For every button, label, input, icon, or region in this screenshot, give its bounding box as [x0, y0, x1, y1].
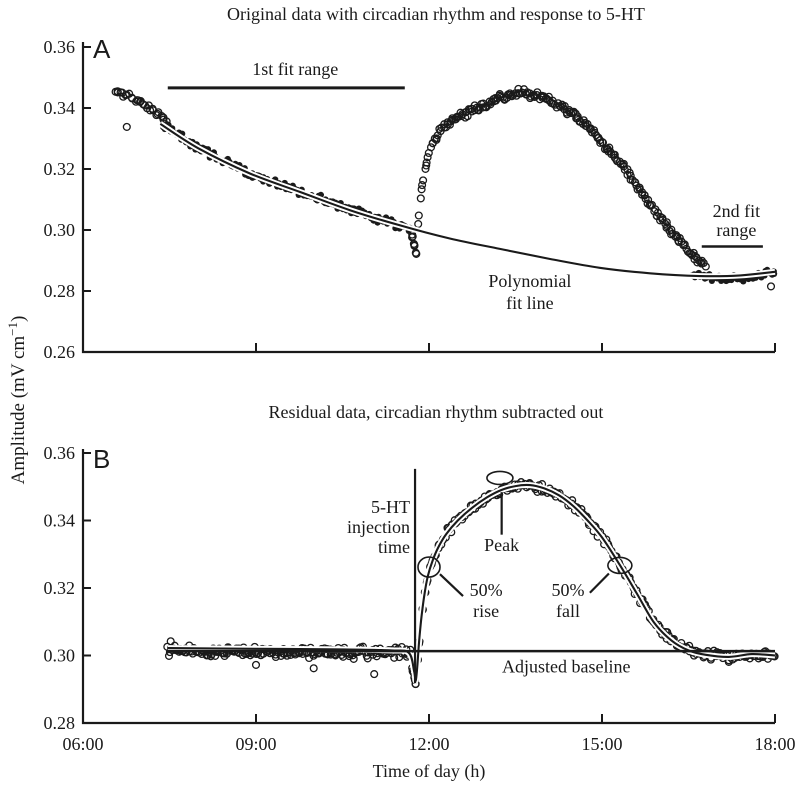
data-point: [422, 161, 431, 170]
y-tick-label: 0.34: [44, 98, 76, 118]
x-tick-label: 15:00: [581, 734, 622, 754]
data-point: [766, 282, 776, 291]
y-tick-label: 0.36: [44, 37, 76, 57]
data-point: [349, 654, 358, 663]
data-point: [309, 664, 318, 673]
data-point: [701, 262, 710, 271]
data-point: [166, 637, 175, 646]
data-point: [414, 211, 423, 220]
y-tick-label: 0.32: [44, 578, 76, 598]
data-point: [653, 208, 662, 217]
data-point: [414, 219, 423, 229]
panel-a-title: Original data with circadian rhythm and …: [227, 4, 645, 24]
data-point: [410, 241, 419, 250]
data-point: [619, 159, 628, 168]
panel-b-letter: B: [93, 444, 110, 474]
data-point: [251, 660, 261, 669]
y-tick-label: 0.28: [44, 713, 76, 733]
label-peak: Peak: [484, 535, 519, 555]
polynomial-fit-line-casing: [158, 121, 776, 280]
data-point: [696, 258, 705, 267]
panel-a-letter: A: [93, 34, 111, 64]
data-point: [422, 158, 431, 167]
data-point: [626, 171, 635, 180]
data-point: [697, 256, 706, 265]
panel-b: Residual data, circadian rhythm subtract…: [44, 402, 779, 733]
label-2nd-fit-range: range: [716, 220, 756, 240]
data-point: [122, 122, 131, 131]
data-point: [690, 251, 699, 260]
ellipse-50-rise: [417, 556, 441, 578]
ellipse-peak: [486, 470, 514, 486]
series-baseline-residual-open-circles: [163, 637, 415, 679]
label-2nd-fit-range: 2nd fit: [713, 201, 761, 221]
data-point: [370, 670, 379, 679]
y-tick-label: 0.34: [44, 511, 76, 531]
polynomial-fit-line: [159, 123, 776, 278]
data-point: [408, 232, 417, 241]
data-point: [635, 183, 644, 192]
data-point: [426, 143, 436, 152]
panel-a-points: [111, 84, 778, 291]
label-adjusted-baseline: Adjusted baseline: [502, 656, 630, 676]
x-axis-labels: 06:00 09:00 12:00 15:00 18:00 Time of day (h): [62, 734, 795, 782]
data-point: [412, 249, 421, 258]
pointer-50-fall: [589, 572, 610, 594]
label-polynomial-fit-line: fit line: [506, 293, 554, 313]
y-axis-title: Amplitude (mV cm−1): [5, 316, 29, 485]
data-point: [667, 225, 676, 234]
data-point: [417, 185, 426, 194]
label-5ht-injection-time: 5-HT: [371, 497, 410, 517]
label-1st-fit-range: 1st fit range: [252, 59, 338, 79]
label-50-rise: 50%: [470, 580, 503, 600]
data-point: [423, 153, 432, 162]
x-tick-label: 12:00: [408, 734, 449, 754]
y-tick-label: 0.30: [44, 220, 76, 240]
data-point: [363, 654, 372, 663]
data-point: [662, 218, 671, 227]
series-pre-injection-dip-open: [408, 230, 421, 258]
data-point: [416, 194, 425, 203]
data-point: [418, 181, 427, 190]
y-tick-label: 0.26: [44, 342, 76, 362]
y-tick-label: 0.32: [44, 159, 76, 179]
x-tick-label: 09:00: [235, 734, 276, 754]
data-point: [164, 651, 174, 660]
data-point: [220, 651, 229, 661]
data-point: [305, 653, 314, 663]
series-serotonin-response-open-circles: [414, 84, 776, 291]
y-tick-label: 0.28: [44, 281, 76, 301]
data-point: [113, 88, 122, 97]
panel-b-title: Residual data, circadian rhythm subtract…: [269, 402, 604, 422]
label-50-rise: rise: [473, 601, 499, 621]
data-point: [661, 219, 670, 228]
data-point: [419, 176, 428, 185]
data-point: [628, 175, 637, 185]
y-tick-label: 0.30: [44, 646, 76, 666]
label-5ht-injection-time: time: [378, 537, 410, 557]
label-50-fall: 50%: [551, 580, 584, 600]
x-tick-label: 06:00: [62, 734, 103, 754]
data-point: [618, 160, 627, 169]
label-50-fall: fall: [556, 601, 580, 621]
data-point: [504, 90, 513, 99]
ellipse-50-fall: [607, 556, 633, 575]
data-point: [680, 240, 689, 249]
label-5ht-injection-time: injection: [347, 517, 410, 537]
x-axis-title: Time of day (h): [373, 761, 486, 782]
data-point: [563, 110, 572, 119]
panel-a: Original data with circadian rhythm and …: [44, 4, 778, 362]
data-point: [573, 112, 582, 121]
series-pre-range-open-circles: [111, 87, 171, 131]
y-tick-label: 0.36: [44, 443, 76, 463]
x-tick-label: 18:00: [754, 734, 795, 754]
pointer-50-rise: [439, 573, 464, 597]
label-polynomial-fit-line: Polynomial: [488, 271, 571, 291]
